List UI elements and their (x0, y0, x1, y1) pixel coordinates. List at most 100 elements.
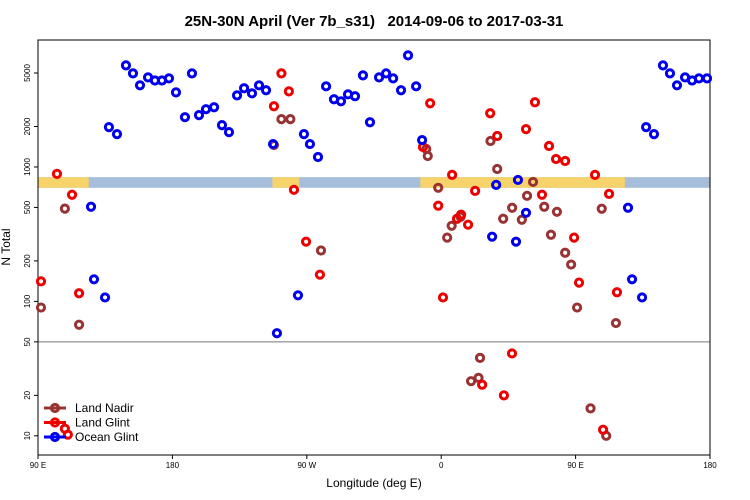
data-point (520, 124, 532, 135)
data-point (292, 290, 304, 301)
data-point (622, 202, 634, 213)
x-tick-label: 180 (703, 461, 717, 470)
data-point (477, 379, 488, 390)
data-point (103, 122, 115, 133)
data-point (539, 201, 550, 212)
data-point (73, 288, 85, 299)
data-point (364, 117, 376, 128)
data-point (304, 138, 316, 150)
data-point (516, 214, 527, 225)
data-point (283, 86, 294, 97)
data-point (288, 184, 300, 195)
data-point (536, 189, 548, 200)
data-point (238, 83, 250, 94)
data-point (73, 319, 85, 330)
data-point (246, 88, 258, 99)
data-point (163, 73, 175, 84)
y-tick-label: 2000 (23, 117, 32, 135)
data-point (520, 207, 532, 218)
data-point (491, 179, 502, 190)
x-tick-label: 90 E (567, 461, 583, 470)
data-point (388, 73, 399, 84)
data-point (223, 127, 235, 138)
data-point (446, 220, 457, 231)
data-point (111, 129, 123, 140)
y-tick-label: 1000 (23, 158, 32, 176)
data-point (551, 206, 563, 217)
y-tick-label: 20 (23, 390, 32, 399)
data-point (512, 174, 524, 186)
data-point (35, 302, 47, 313)
data-point (543, 140, 555, 152)
data-point (506, 348, 518, 359)
data-point (186, 68, 198, 79)
data-point (416, 134, 428, 146)
data-point (610, 317, 622, 329)
data-point (701, 73, 713, 84)
data-point (268, 101, 280, 112)
data-point (276, 68, 287, 79)
y-tick-label: 50 (23, 337, 32, 346)
data-point (507, 202, 518, 213)
data-point (411, 81, 422, 92)
data-point (349, 91, 361, 102)
y-tick-label: 500 (23, 200, 32, 214)
data-point (550, 153, 562, 165)
data-point (597, 424, 609, 435)
data-point (433, 200, 444, 211)
legend-label: Ocean Glint (75, 430, 139, 444)
data-point (267, 138, 279, 150)
data-point (134, 80, 146, 91)
data-point (498, 213, 509, 224)
data-point (485, 135, 496, 147)
plot-frame (37, 39, 711, 456)
data-point (657, 60, 669, 71)
data-point (85, 201, 97, 212)
data-point (395, 85, 407, 96)
data-point (437, 292, 449, 303)
data-point (492, 130, 503, 142)
data-point (380, 68, 392, 79)
data-point (59, 203, 70, 214)
data-point (664, 68, 676, 79)
y-tick-label: 5000 (23, 64, 32, 82)
data-point (510, 236, 522, 247)
x-axis-label: Longitude (deg E) (326, 476, 421, 490)
data-point (498, 390, 510, 401)
data-point (569, 232, 580, 243)
data-point (35, 276, 47, 287)
data-point (529, 97, 541, 108)
data-point (603, 188, 615, 199)
data-point (671, 80, 683, 91)
data-point (447, 169, 458, 180)
data-point (120, 60, 132, 71)
data-point (51, 168, 63, 179)
x-tick-label: 180 (166, 461, 180, 470)
data-point (300, 236, 312, 247)
data-point (66, 189, 78, 200)
data-point (589, 169, 601, 180)
data-point (193, 110, 205, 121)
band-highlight (420, 177, 625, 188)
legend-marker (49, 417, 61, 428)
data-point (626, 274, 638, 285)
data-point (640, 122, 652, 133)
data-point (99, 292, 111, 303)
data-point (216, 120, 228, 131)
x-tick-label: 90 E (30, 461, 46, 470)
y-axis-label: N Total (0, 228, 13, 265)
data-point (231, 90, 243, 101)
data-point (485, 108, 496, 119)
legend-marker (49, 431, 61, 443)
data-point (298, 129, 310, 140)
data-point (433, 182, 444, 193)
data-point (200, 104, 212, 115)
data-point (487, 231, 498, 242)
data-point (402, 50, 414, 61)
y-tick-label: 200 (23, 254, 32, 268)
legend-label: Land Glint (75, 416, 130, 430)
data-point (335, 96, 347, 107)
data-point (320, 81, 332, 92)
data-point (373, 72, 385, 83)
data-point (208, 102, 220, 113)
